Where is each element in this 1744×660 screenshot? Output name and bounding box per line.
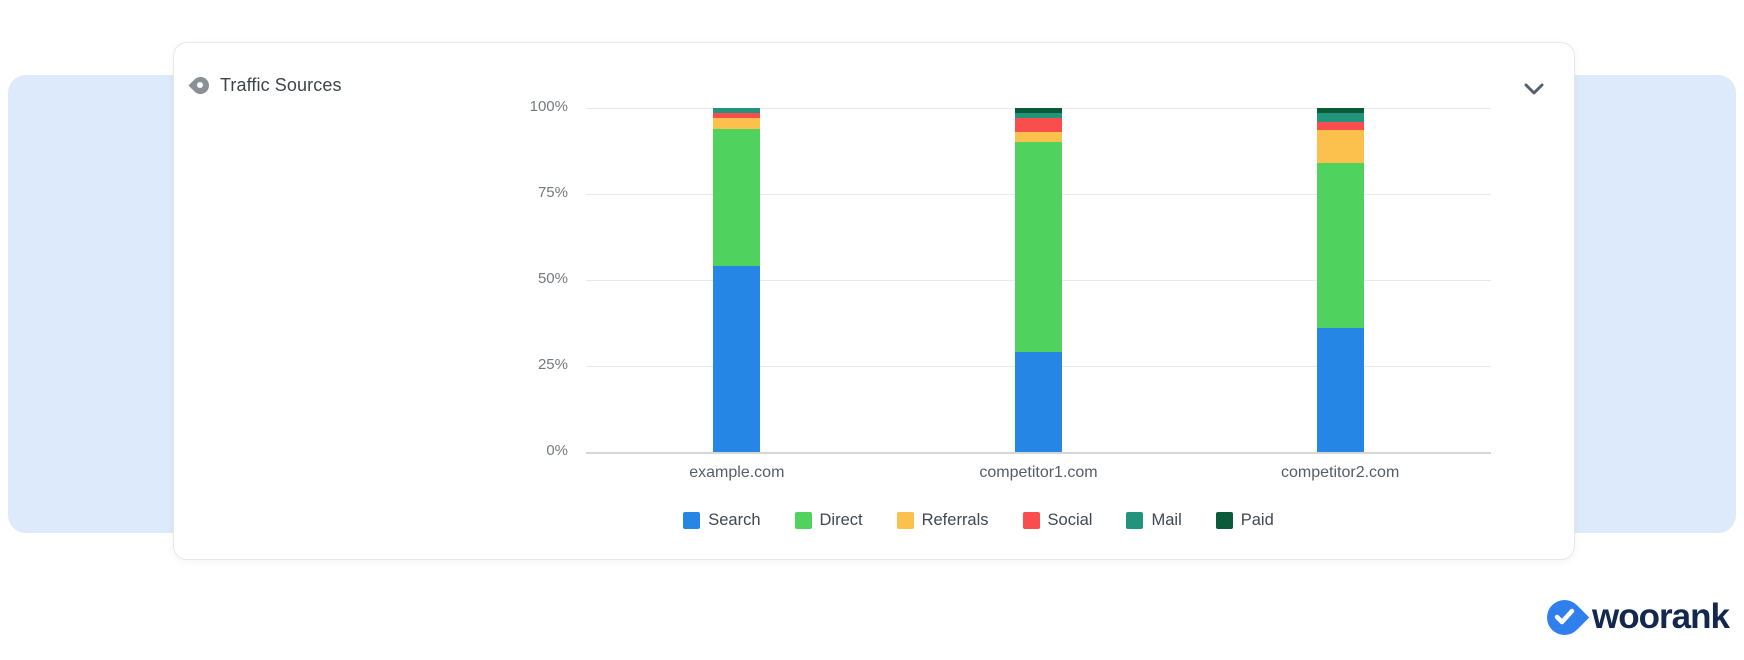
bar-segment-mail-example.com[interactable] <box>713 108 761 114</box>
x-tick-label-example.com: example.com <box>689 464 785 481</box>
bar-segment-referrals-competitor2.com[interactable] <box>1316 130 1364 164</box>
y-tick-label: 25% <box>537 356 568 373</box>
bar-segment-mail-competitor2.com[interactable] <box>1316 113 1364 122</box>
bar-segment-social-example.com[interactable] <box>713 113 761 119</box>
bar-segment-paid-competitor2.com[interactable] <box>1316 108 1364 114</box>
bar-competitor2.com <box>1316 108 1364 452</box>
bar-segment-direct-example.com[interactable] <box>713 128 761 267</box>
card-title: Traffic Sources <box>220 75 342 95</box>
legend: Search Direct Referrals Social Mail Paid <box>526 511 1431 530</box>
bar-segment-social-competitor2.com[interactable] <box>1316 121 1364 131</box>
plot-area <box>586 108 1491 454</box>
legend-label: Paid <box>1240 511 1274 529</box>
legend-swatch-search <box>683 512 701 529</box>
bar-segment-referrals-competitor1.com[interactable] <box>1015 132 1062 143</box>
bar-segment-social-competitor1.com[interactable] <box>1015 118 1062 133</box>
bar-segment-paid-competitor1.com[interactable] <box>1015 108 1062 114</box>
y-tick-label: 75% <box>537 184 568 201</box>
legend-item-paid[interactable]: Paid <box>1215 511 1274 530</box>
legend-item-social[interactable]: Social <box>1022 511 1093 530</box>
y-tick-label: 50% <box>537 270 568 287</box>
bar-segment-direct-competitor1.com[interactable] <box>1015 142 1062 353</box>
traffic-sources-card: Traffic Sources Search Direct Referrals Soc… <box>173 42 1575 560</box>
legend-swatch-referrals <box>896 512 914 529</box>
woorank-logo[interactable]: woorank <box>1539 592 1730 643</box>
legend-label: Search <box>708 511 761 529</box>
legend-swatch-paid <box>1215 512 1233 529</box>
chevron-down-icon[interactable] <box>1522 77 1546 101</box>
bar-segment-search-competitor2.com[interactable] <box>1316 328 1364 452</box>
card-header: Traffic Sources <box>188 73 342 98</box>
legend-label: Referrals <box>921 511 989 529</box>
bar-segment-search-competitor1.com[interactable] <box>1015 352 1062 452</box>
legend-label: Mail <box>1151 511 1182 529</box>
bar-segment-referrals-example.com[interactable] <box>713 118 761 129</box>
woorank-logo-text: woorank <box>1592 597 1730 636</box>
x-tick-label-competitor2.com: competitor2.com <box>1281 464 1400 481</box>
legend-item-search[interactable]: Search <box>683 511 761 530</box>
legend-label: Social <box>1047 511 1093 529</box>
legend-item-mail[interactable]: Mail <box>1126 511 1182 530</box>
y-tick-label: 0% <box>546 442 568 459</box>
bar-segment-mail-competitor1.com[interactable] <box>1015 113 1062 119</box>
bar-competitor1.com <box>1015 108 1062 452</box>
legend-item-direct[interactable]: Direct <box>794 511 863 530</box>
gridline-0% <box>586 452 1491 454</box>
eye-icon <box>188 73 213 98</box>
bar-example.com <box>713 108 761 452</box>
bar-segment-search-example.com[interactable] <box>713 266 761 452</box>
x-tick-label-competitor1.com: competitor1.com <box>979 464 1098 481</box>
check-icon <box>1539 592 1590 643</box>
legend-label: Direct <box>819 511 863 529</box>
y-tick-label: 100% <box>529 98 568 115</box>
legend-swatch-direct <box>794 512 812 529</box>
legend-swatch-mail <box>1126 512 1144 529</box>
bar-segment-direct-competitor2.com[interactable] <box>1316 163 1364 329</box>
legend-swatch-social <box>1022 512 1040 529</box>
legend-item-referrals[interactable]: Referrals <box>896 511 989 530</box>
